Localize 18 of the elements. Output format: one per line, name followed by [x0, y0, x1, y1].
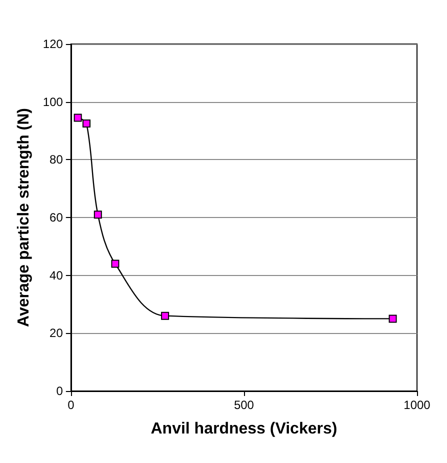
point — [388, 314, 397, 323]
point — [74, 114, 82, 122]
y-tick-label: 60 — [50, 210, 64, 224]
y-tick-label: 20 — [50, 326, 64, 340]
x-tick-label: 1000 — [404, 398, 431, 412]
y-tick-label: 80 — [50, 152, 64, 167]
x-tick-label: 500 — [234, 398, 254, 412]
point — [111, 260, 120, 268]
x-tick-label: 0 — [68, 398, 75, 412]
y-axis-title: Average particle strength (N) — [16, 108, 32, 328]
point — [94, 210, 102, 219]
y-tick-label: 120 — [42, 37, 64, 51]
x-axis-title: Anvil hardness (Vickers) — [150, 420, 338, 438]
point — [82, 120, 90, 128]
y-tick-label: 40 — [50, 268, 64, 282]
y-tick-label: 0 — [56, 384, 64, 398]
y-tick-label: 100 — [42, 94, 64, 109]
point — [161, 312, 170, 320]
